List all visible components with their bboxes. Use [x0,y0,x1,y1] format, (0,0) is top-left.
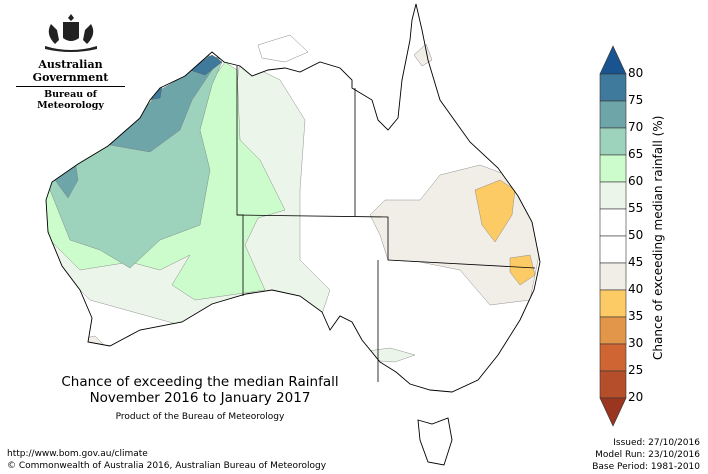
colorbar-tick-label: 70 [628,120,644,134]
colorbar-segment [599,343,627,372]
title-line1: Chance of exceeding the median Rainfall [61,374,339,390]
colorbar-under-arrow [599,397,627,427]
colorbar-segment [599,73,627,102]
colorbar-tick-label: 20 [628,390,644,404]
coat-of-arms-icon [44,14,97,52]
colorbar-segment [599,289,627,318]
issue-info: Issued: 27/10/2016 Model Run: 23/10/2016… [592,437,700,473]
colorbar-tick-label: 30 [628,336,644,350]
product-credit: Product of the Bureau of Meteorology [115,412,285,422]
org-name: Australian Government [32,58,109,84]
colorbar-tick-label: 60 [628,174,644,188]
colorbar-tick-label: 75 [628,93,644,107]
colorbar-over-arrow [599,45,627,75]
colorbar-segment [599,370,627,399]
colorbar-segment [599,316,627,345]
bom-logo: Australian Government Bureau of Meteorol… [8,10,133,111]
colorbar-label: Chance of exceeding median rainfall (%) [651,115,665,360]
bureau-name: Bureau of Meteorology [16,86,125,111]
model-run-date: Model Run: 23/10/2016 [595,450,700,460]
colorbar-tick-label: 50 [628,228,644,242]
bom-url-link[interactable]: http://www.bom.gov.au/climate [7,449,148,459]
colorbar-tick-label: 80 [628,66,644,80]
rainfall-outlook-map [45,3,541,466]
colorbar-segment [599,262,627,291]
colorbar-tick-label: 45 [628,255,644,269]
copyright: © Commonwealth of Australia 2016, Austra… [7,461,327,471]
colorbar-tick-label: 40 [628,282,644,296]
colorbar-tick-label: 35 [628,309,644,323]
colorbar-segment [599,100,627,129]
state-borders [236,66,536,382]
title-line2: November 2016 to January 2017 [89,390,311,406]
colorbar-segment [599,181,627,210]
colorbar-segment [599,154,627,183]
colorbar-segment [599,208,627,237]
colorbar-tick-label: 25 [628,363,644,377]
colorbar-segment [599,235,627,264]
tasmania [417,417,453,466]
base-period: Base Period: 1981-2010 [592,462,700,472]
colorbar-tick-label: 65 [628,147,644,161]
colorbar [599,45,627,427]
map-title: Chance of exceeding the median Rainfall … [40,374,360,425]
colorbar-segment [599,127,627,156]
region-35-40-qld [474,179,536,286]
issued-date: Issued: 27/10/2016 [613,438,700,448]
colorbar-tick-label: 55 [628,201,644,215]
